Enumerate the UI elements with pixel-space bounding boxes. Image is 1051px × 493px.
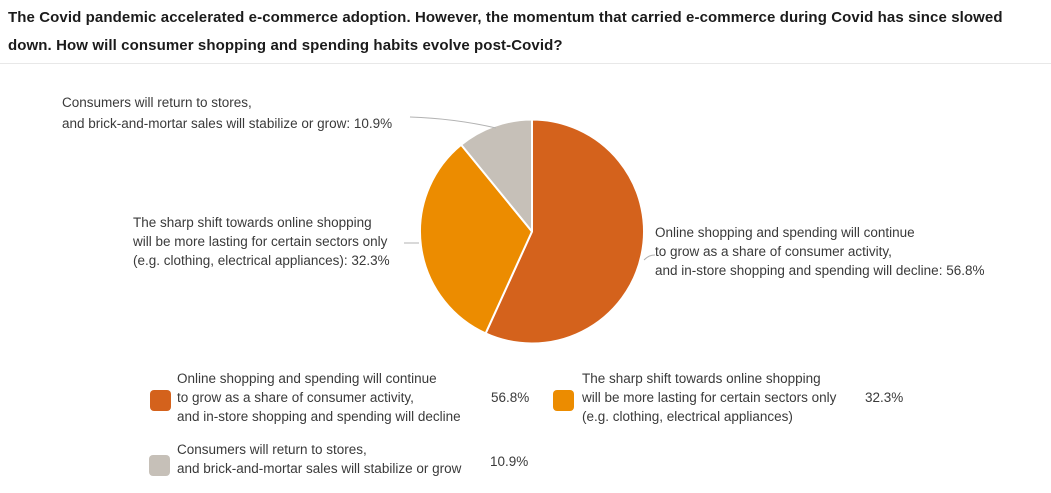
callout-online-growth: Online shopping and spending will contin… xyxy=(655,225,985,278)
pie-slice-0[interactable] xyxy=(484,118,645,345)
callout-sharp-shift: The sharp shift towards online shopping … xyxy=(133,215,390,268)
pie-slice-2[interactable] xyxy=(460,118,533,233)
leader-line-dark-slice xyxy=(643,254,656,261)
question-title: The Covid pandemic accelerated e-commerc… xyxy=(8,9,1003,54)
pie-slice-1[interactable] xyxy=(419,143,533,335)
legend-swatch-consumers-return xyxy=(149,455,170,476)
leader-line-gray-slice xyxy=(409,116,497,129)
legend-swatch-sharp-shift xyxy=(553,390,574,411)
legend-label: The sharp shift towards online shopping … xyxy=(582,371,837,424)
pie-chart: Consumers will return to stores, and bri… xyxy=(0,64,1051,493)
legend-value: 10.9% xyxy=(490,454,529,469)
legend-swatch-online-growth xyxy=(150,390,171,411)
title-divider xyxy=(0,63,1051,64)
legend-label: Consumers will return to stores, and bri… xyxy=(177,442,462,476)
legend-value: 56.8% xyxy=(491,390,530,405)
legend-label: Online shopping and spending will contin… xyxy=(177,371,461,424)
pie-slices xyxy=(419,118,645,345)
callout-consumers-return: Consumers will return to stores, and bri… xyxy=(62,95,393,131)
legend-value: 32.3% xyxy=(865,390,904,405)
